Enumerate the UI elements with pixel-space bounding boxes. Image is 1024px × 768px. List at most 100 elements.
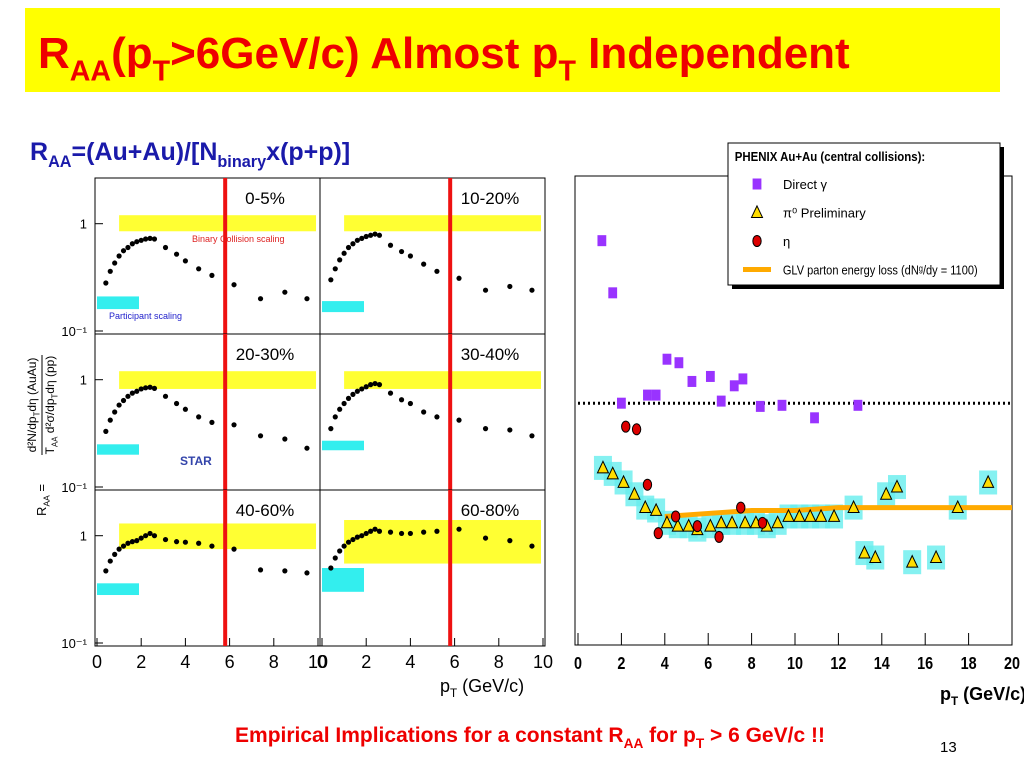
data-point [337,406,343,412]
data-point [372,380,378,387]
data-point [434,268,440,274]
y-axis-label: RAA =d²N/dpTdη (AuAu)TAA d²σ/dpTdη (pp) [25,355,59,516]
x-tick-label: 4 [180,652,190,672]
x-tick-label: 16 [917,654,933,674]
y-tick-label: 10⁻¹ [61,636,87,651]
x-tick-label: 2 [617,654,625,674]
data-point [337,257,343,263]
panel-label: 60-80% [461,501,520,520]
data-point [359,533,365,539]
data-point [376,382,383,388]
x-tick-label: 12 [830,654,846,674]
data-point [112,409,118,415]
data-point [376,528,383,534]
marker-square [705,370,715,382]
x-axis-label-part: T [450,687,457,700]
data-point [350,391,356,397]
data-point [143,533,149,539]
data-point [434,528,440,534]
participant-band [322,301,364,313]
data-point [341,543,347,549]
data-point [125,244,131,251]
data-point [363,384,369,390]
data-point [350,241,356,247]
data-point [151,236,158,242]
x-axis-label: pT (GeV/c) [940,684,1024,708]
data-point [107,558,113,564]
marker-triangle [827,508,841,522]
data-point [372,526,378,532]
marker-square [662,353,672,365]
footer-text-part: AA [624,736,644,751]
data-point [107,417,113,423]
title-bar [25,8,1000,92]
y-label-numerator-part: d²N/dp [25,416,39,452]
data-point [138,535,144,541]
data-point [456,275,462,281]
marker-square [597,235,607,247]
data-point [120,248,127,254]
marker-triangle [714,515,728,529]
data-point [129,241,135,247]
footer-text-part: > 6 GeV/c !! [704,724,825,747]
x-tick-label: 4 [661,654,669,674]
marker-triangle [750,204,764,218]
data-point [125,393,131,399]
legend-title: PHENIX Au+Au (central collisions): [735,149,925,164]
marker-circle [653,527,663,540]
marker-circle [642,478,653,491]
marker-triangle [981,474,995,488]
y-tick-label: 10⁻¹ [61,324,87,339]
data-point [151,533,158,539]
marker-triangle [814,508,828,522]
x-tick-label: 6 [450,652,460,672]
data-point [143,385,149,391]
data-point [116,546,122,552]
data-point [376,232,383,238]
marker-triangle [858,545,871,559]
subtitle-part: x(p+p)] [266,138,350,166]
slide-title-part: Independent [576,29,850,78]
x-tick-label: 8 [494,652,504,672]
marker-square [687,375,697,387]
y-label-lhs-part: R [34,507,49,516]
x-tick-label: 8 [748,654,756,674]
marker-circle [670,510,681,523]
slide-title-part: T [153,55,171,87]
participant-band [97,444,139,455]
y-tick-label: 1 [80,529,87,544]
data-point [434,414,440,420]
data-point [332,555,338,561]
slide-title-part: (p [111,29,153,78]
marker-triangle [879,486,893,500]
data-point [196,540,202,546]
marker-triangle [951,499,965,514]
participant-band [97,296,139,310]
y-label-numerator: d²N/dpTdη (AuAu) [25,358,41,453]
data-point [456,526,462,532]
marker-triangle [847,499,860,514]
data-point [147,384,153,390]
marker-triangle [725,515,739,529]
marker-triangle [671,518,685,532]
marker-square [738,373,748,385]
data-point [282,289,288,295]
x-tick-label: 0 [574,654,582,674]
data-point [407,530,413,537]
x-axis-label-part: p [940,684,951,704]
data-point [398,248,405,255]
participant-band [322,568,364,592]
data-point [209,543,215,549]
y-label-denominator-part: d²σ/dp [43,398,57,436]
logo-text: STAR [180,454,212,468]
data-point [103,280,109,286]
y-label-denominator-part: T [43,446,57,454]
data-point [138,386,144,392]
legend-label: GLV parton energy loss (dNᵍ/dy = 1100) [783,263,978,278]
data-point [182,539,188,545]
data-point [147,530,153,537]
x-axis-label-part: T [951,695,959,708]
data-point [345,539,352,545]
panel-frame [94,333,321,491]
marker-triangle [682,518,695,532]
